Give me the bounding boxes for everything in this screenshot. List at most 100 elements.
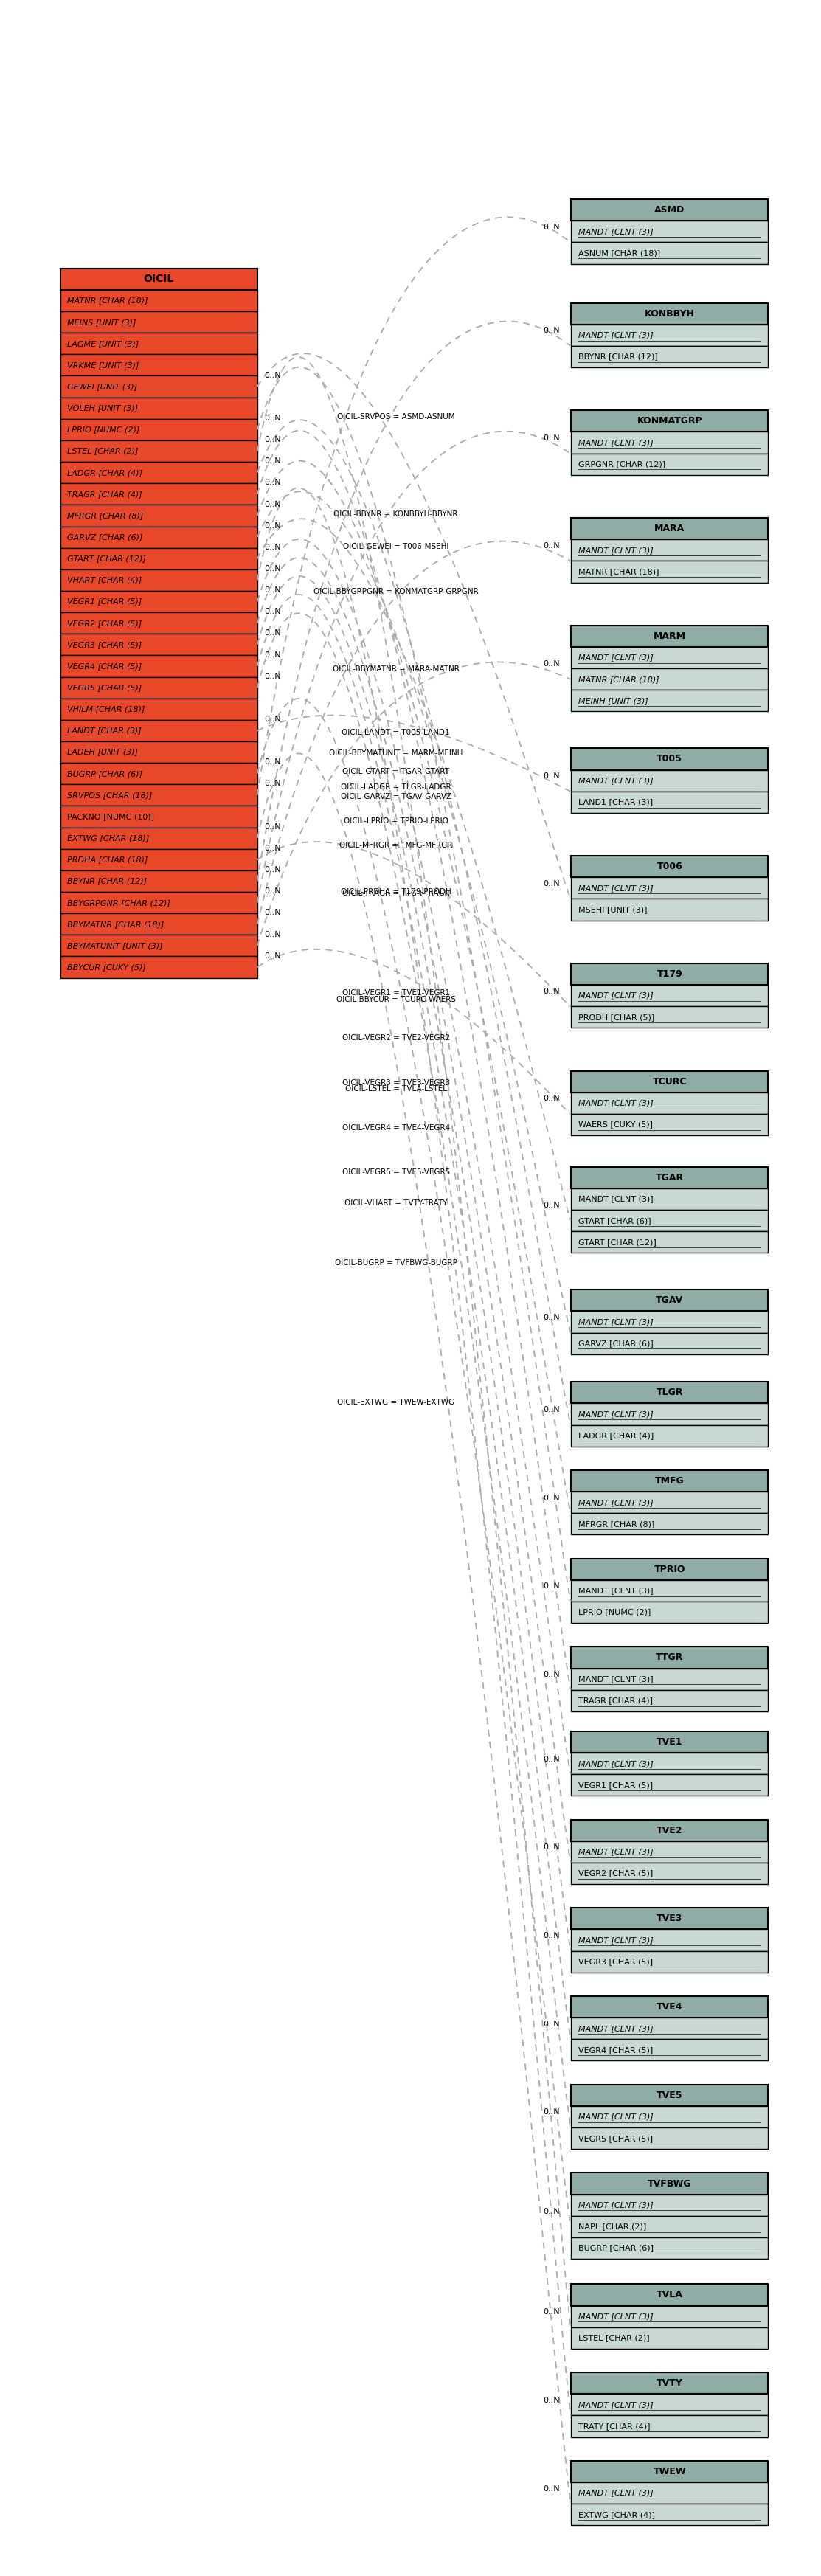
- Text: 0..N: 0..N: [264, 523, 282, 531]
- Text: OICIL-BBYCUR = TCURC-WAERS: OICIL-BBYCUR = TCURC-WAERS: [336, 997, 456, 1002]
- Text: MANDT [CLNT (3)]: MANDT [CLNT (3)]: [578, 1499, 654, 1507]
- FancyBboxPatch shape: [571, 1602, 768, 1623]
- Text: LSTEL [CHAR (2)]: LSTEL [CHAR (2)]: [578, 2334, 649, 2342]
- FancyBboxPatch shape: [60, 654, 257, 677]
- Text: VRKME [UNIT (3)]: VRKME [UNIT (3)]: [67, 361, 140, 368]
- Text: 0..N: 0..N: [264, 587, 282, 595]
- FancyBboxPatch shape: [571, 1291, 768, 1311]
- FancyBboxPatch shape: [571, 410, 768, 433]
- FancyBboxPatch shape: [571, 433, 768, 453]
- Text: OICIL-LPRIO = TPRIO-LPRIO: OICIL-LPRIO = TPRIO-LPRIO: [343, 817, 448, 824]
- Text: MANDT [CLNT (3)]: MANDT [CLNT (3)]: [578, 654, 654, 662]
- FancyBboxPatch shape: [60, 677, 257, 698]
- Text: BBYCUR [CUKY (5)]: BBYCUR [CUKY (5)]: [67, 963, 146, 971]
- Text: VEGR5 [CHAR (5)]: VEGR5 [CHAR (5)]: [578, 2136, 653, 2143]
- Text: OICIL-VHART = TVTY-TRATY: OICIL-VHART = TVTY-TRATY: [345, 1200, 447, 1208]
- Text: MANDT [CLNT (3)]: MANDT [CLNT (3)]: [578, 778, 654, 783]
- FancyBboxPatch shape: [571, 2483, 768, 2504]
- Text: LAND1 [CHAR (3)]: LAND1 [CHAR (3)]: [578, 799, 653, 806]
- FancyBboxPatch shape: [571, 984, 768, 1007]
- Text: PACKNO [NUMC (10)]: PACKNO [NUMC (10)]: [67, 814, 154, 819]
- FancyBboxPatch shape: [60, 484, 257, 505]
- Text: 0..N: 0..N: [544, 1672, 560, 1680]
- Text: TVE1: TVE1: [657, 1736, 683, 1747]
- Text: 0..N: 0..N: [544, 2308, 560, 2316]
- FancyBboxPatch shape: [60, 312, 257, 332]
- Text: 0..N: 0..N: [544, 659, 560, 667]
- Text: OICIL-TRAGR = TTGR-TRAGR: OICIL-TRAGR = TTGR-TRAGR: [342, 889, 450, 896]
- FancyBboxPatch shape: [571, 242, 768, 263]
- Text: OICIL-BBYMATNR = MARA-MATNR: OICIL-BBYMATNR = MARA-MATNR: [333, 665, 459, 672]
- Text: MANDT [CLNT (3)]: MANDT [CLNT (3)]: [578, 1937, 654, 1945]
- Text: BBYGRPGNR [CHAR (12)]: BBYGRPGNR [CHAR (12)]: [67, 899, 171, 907]
- FancyBboxPatch shape: [571, 647, 768, 667]
- FancyBboxPatch shape: [571, 2239, 768, 2259]
- FancyBboxPatch shape: [571, 1819, 768, 1842]
- Text: BUGRP [CHAR (6)]: BUGRP [CHAR (6)]: [67, 770, 143, 778]
- FancyBboxPatch shape: [60, 742, 257, 762]
- Text: MSEHI [UNIT (3)]: MSEHI [UNIT (3)]: [578, 907, 647, 914]
- FancyBboxPatch shape: [571, 1492, 768, 1512]
- FancyBboxPatch shape: [571, 1332, 768, 1355]
- Text: OICIL-PRDHA = T179-PRODH: OICIL-PRDHA = T179-PRODH: [341, 889, 451, 896]
- Text: 0..N: 0..N: [264, 845, 282, 853]
- Text: OICIL-BUGRP = TVFBWG-BUGRP: OICIL-BUGRP = TVFBWG-BUGRP: [335, 1260, 457, 1267]
- Text: TVTY: TVTY: [656, 2378, 683, 2388]
- Text: OICIL-BBYNR = KONBBYH-BBYNR: OICIL-BBYNR = KONBBYH-BBYNR: [334, 510, 458, 518]
- FancyBboxPatch shape: [571, 2416, 768, 2437]
- FancyBboxPatch shape: [571, 1996, 768, 2017]
- FancyBboxPatch shape: [60, 871, 257, 891]
- Text: MANDT [CLNT (3)]: MANDT [CLNT (3)]: [578, 2112, 654, 2120]
- FancyBboxPatch shape: [571, 2306, 768, 2326]
- Text: 0..N: 0..N: [544, 1494, 560, 1502]
- FancyBboxPatch shape: [571, 2040, 768, 2061]
- FancyBboxPatch shape: [571, 2393, 768, 2416]
- FancyBboxPatch shape: [571, 1950, 768, 1973]
- Text: LSTEL [CHAR (2)]: LSTEL [CHAR (2)]: [67, 448, 139, 456]
- Text: MEINH [UNIT (3)]: MEINH [UNIT (3)]: [578, 698, 649, 703]
- Text: OICIL-BBYMATUNIT = MARM-MEINH: OICIL-BBYMATUNIT = MARM-MEINH: [329, 750, 463, 757]
- FancyBboxPatch shape: [571, 1471, 768, 1492]
- Text: MANDT [CLNT (3)]: MANDT [CLNT (3)]: [578, 1674, 654, 1682]
- FancyBboxPatch shape: [60, 355, 257, 376]
- Text: TCURC: TCURC: [653, 1077, 686, 1087]
- FancyBboxPatch shape: [571, 538, 768, 562]
- Text: BBYMATUNIT [UNIT (3)]: BBYMATUNIT [UNIT (3)]: [67, 943, 163, 951]
- Text: 0..N: 0..N: [264, 953, 282, 958]
- Text: MANDT [CLNT (3)]: MANDT [CLNT (3)]: [578, 2401, 654, 2409]
- Text: KONBBYH: KONBBYH: [644, 309, 695, 319]
- Text: MFRGR [CHAR (8)]: MFRGR [CHAR (8)]: [578, 1520, 654, 1528]
- FancyBboxPatch shape: [571, 1311, 768, 1332]
- Text: 0..N: 0..N: [264, 500, 282, 507]
- Text: GTART [CHAR (6)]: GTART [CHAR (6)]: [578, 1216, 651, 1224]
- Text: GARVZ [CHAR (6)]: GARVZ [CHAR (6)]: [67, 533, 143, 541]
- Text: 0..N: 0..N: [544, 1200, 560, 1208]
- Text: LADEH [UNIT (3)]: LADEH [UNIT (3)]: [67, 750, 138, 755]
- FancyBboxPatch shape: [571, 878, 768, 899]
- Text: MANDT [CLNT (3)]: MANDT [CLNT (3)]: [578, 1195, 654, 1203]
- Text: VEGR5 [CHAR (5)]: VEGR5 [CHAR (5)]: [67, 685, 142, 690]
- Text: OICIL-LSTEL = TVLA-LSTEL: OICIL-LSTEL = TVLA-LSTEL: [345, 1084, 447, 1092]
- Text: TVE5: TVE5: [657, 2092, 683, 2099]
- FancyBboxPatch shape: [60, 827, 257, 850]
- FancyBboxPatch shape: [60, 956, 257, 979]
- Text: MANDT [CLNT (3)]: MANDT [CLNT (3)]: [578, 1847, 654, 1855]
- Text: 0..N: 0..N: [544, 881, 560, 886]
- FancyBboxPatch shape: [60, 762, 257, 783]
- Text: OICIL-GTART = TGAR-GTART: OICIL-GTART = TGAR-GTART: [342, 768, 449, 775]
- Text: VEGR3 [CHAR (5)]: VEGR3 [CHAR (5)]: [578, 1958, 653, 1965]
- Text: 0..N: 0..N: [264, 909, 282, 917]
- Text: 0..N: 0..N: [264, 781, 282, 788]
- Text: VHILM [CHAR (18)]: VHILM [CHAR (18)]: [67, 706, 145, 714]
- Text: WAERS [CUKY (5)]: WAERS [CUKY (5)]: [578, 1121, 653, 1128]
- FancyBboxPatch shape: [571, 770, 768, 791]
- FancyBboxPatch shape: [60, 526, 257, 549]
- FancyBboxPatch shape: [571, 791, 768, 814]
- FancyBboxPatch shape: [60, 461, 257, 484]
- FancyBboxPatch shape: [571, 453, 768, 474]
- Text: MANDT [CLNT (3)]: MANDT [CLNT (3)]: [578, 332, 654, 340]
- Text: TLGR: TLGR: [656, 1388, 683, 1396]
- Text: 0..N: 0..N: [544, 2020, 560, 2027]
- FancyBboxPatch shape: [571, 1188, 768, 1211]
- FancyBboxPatch shape: [571, 2372, 768, 2393]
